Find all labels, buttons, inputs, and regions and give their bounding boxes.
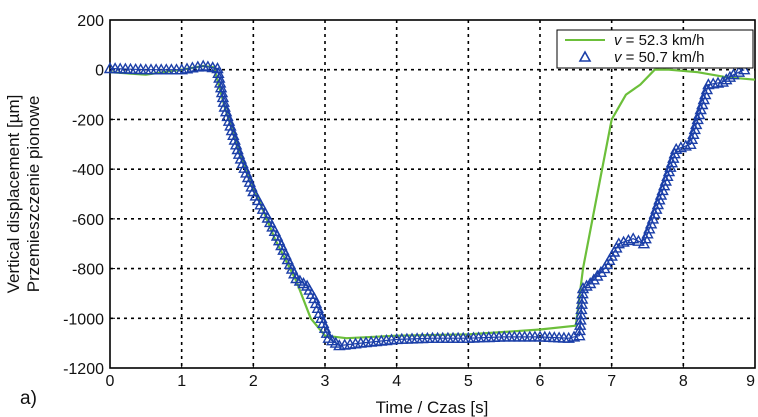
- series-marker: [231, 143, 244, 155]
- series-marker: [617, 235, 630, 247]
- series-marker: [229, 138, 243, 150]
- series-marker: [227, 128, 240, 140]
- legend-label-series-2: v = 50.7 km/h: [614, 49, 704, 66]
- series-marker: [627, 232, 640, 244]
- y-tick-label: -600: [72, 212, 104, 229]
- series-marker: [594, 265, 608, 277]
- x-tick-label: 2: [249, 373, 258, 390]
- series-marker: [674, 141, 688, 153]
- y-tick-label: -800: [72, 262, 104, 279]
- series-marker: [584, 277, 597, 289]
- series-layer: [103, 59, 756, 351]
- series-marker: [224, 119, 237, 131]
- series-marker: [212, 66, 225, 78]
- y-tick-label: -1000: [63, 311, 104, 328]
- series-trace-2: [109, 65, 745, 347]
- legend-label-series-1: v = 52.3 km/h: [614, 32, 704, 49]
- x-tick-label: 6: [536, 373, 545, 390]
- series-marker: [218, 100, 231, 112]
- y-axis-label-line-2: Przemieszczenie pionowe: [24, 96, 43, 293]
- x-tick-label: 5: [464, 373, 473, 390]
- y-tick-label: -400: [72, 162, 104, 179]
- series-marker: [580, 279, 593, 291]
- x-tick-label: 7: [607, 373, 616, 390]
- series-marker: [228, 133, 241, 145]
- x-tick-label: 4: [392, 373, 401, 390]
- series-marker: [591, 269, 604, 281]
- series-marker: [214, 76, 227, 88]
- series-marker: [219, 105, 233, 117]
- x-axis-ticks: 0 1 2 3 4 5 6 7 8 9: [106, 363, 756, 390]
- series-marker: [670, 142, 683, 154]
- series-marker: [632, 234, 645, 246]
- plot-area-frame: [109, 19, 756, 369]
- panel-label: a): [20, 388, 37, 409]
- x-tick-label: 3: [321, 373, 330, 390]
- series-marker: [732, 65, 746, 77]
- series-marker: [216, 90, 230, 103]
- series-marker: [727, 68, 740, 80]
- y-tick-label: -1200: [63, 361, 104, 378]
- legend-swatch-series-2: [578, 50, 592, 62]
- series-marker: [612, 237, 625, 249]
- series-marker: [222, 114, 236, 126]
- y-tick-label: 200: [77, 13, 104, 30]
- series-marker: [214, 81, 228, 93]
- series-marker: [221, 109, 234, 122]
- series-marker: [573, 329, 586, 341]
- series-marker: [211, 62, 224, 74]
- legend: v = 52.3 km/h v = 50.7 km/h: [556, 29, 754, 69]
- y-tick-label: 0: [95, 63, 104, 80]
- series-marker: [225, 124, 238, 136]
- x-tick-label: 8: [679, 373, 688, 390]
- x-axis-label: Time / Czas [s]: [376, 398, 489, 417]
- y-axis-ticks: -1200 -1000 -800 -600 -400 -200 0 200: [63, 13, 115, 378]
- series-markers-2: [103, 59, 751, 351]
- x-tick-label: 9: [746, 373, 755, 390]
- x-tick-label: 1: [177, 373, 186, 390]
- x-tick-label: 0: [106, 373, 115, 390]
- legend-box: [556, 29, 754, 69]
- series-marker: [217, 95, 230, 107]
- series-marker: [622, 233, 635, 246]
- series-marker: [574, 318, 587, 330]
- series-marker: [679, 139, 692, 151]
- series-marker: [576, 292, 589, 304]
- series-marker: [215, 86, 229, 98]
- series-marker: [723, 70, 737, 82]
- series-marker: [213, 71, 226, 83]
- series-marker: [574, 308, 588, 320]
- series-marker: [738, 63, 751, 75]
- y-tick-label: -200: [72, 112, 104, 129]
- y-axis-label-line-1: Vertical displacement [µm]: [4, 95, 23, 294]
